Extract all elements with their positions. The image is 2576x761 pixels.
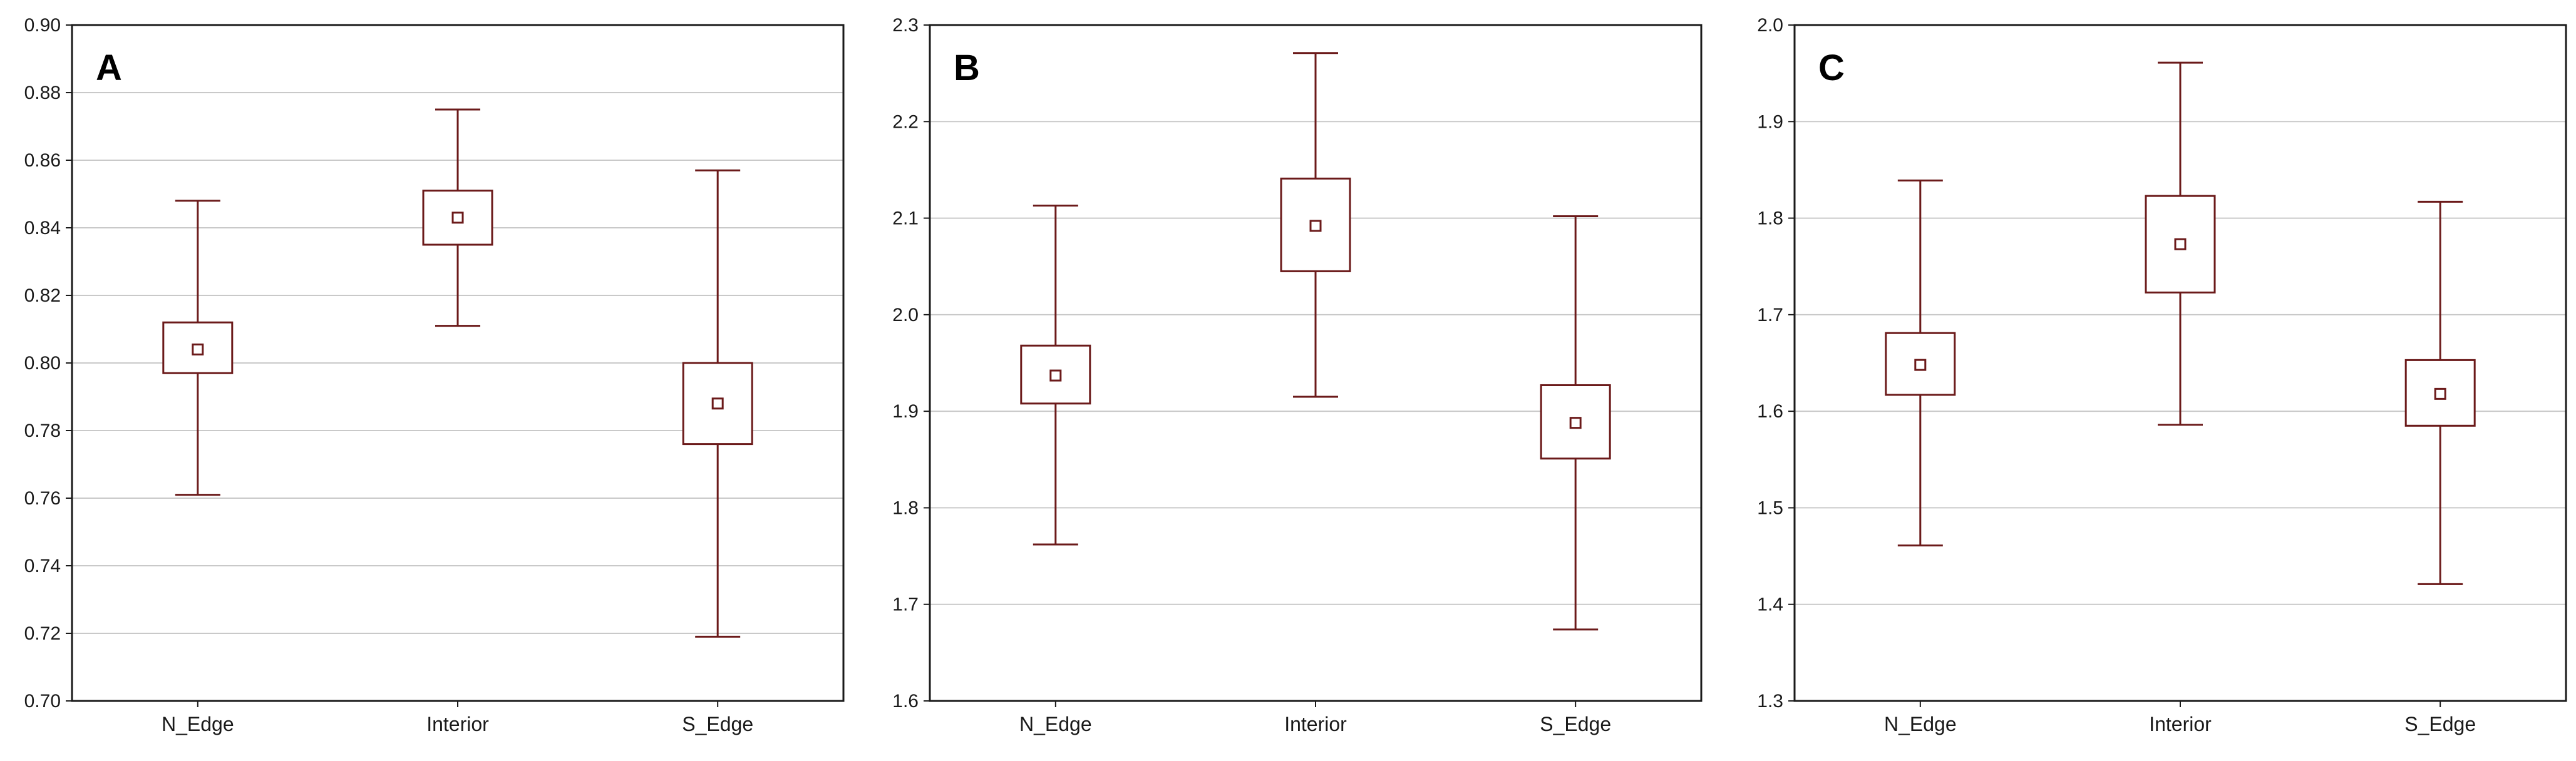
x-category-label: N_Edge bbox=[1884, 713, 1957, 735]
x-category-label: Interior bbox=[1284, 713, 1347, 735]
y-tick-label: 2.2 bbox=[892, 111, 919, 132]
chart-panel-c: 1.3 1.4 1.5 1.6 1.7 1.8 1.9 2.0 N_Edge Interior S_… bbox=[1757, 15, 2567, 735]
y-tick-label: 1.5 bbox=[1757, 498, 1783, 518]
mean-marker bbox=[192, 343, 204, 355]
y-tick-label: 0.74 bbox=[24, 556, 61, 576]
mean-marker bbox=[2434, 387, 2446, 400]
panel-letter: B bbox=[954, 48, 980, 88]
y-tick-label: 0.76 bbox=[24, 488, 61, 509]
y-tick-label: 2.0 bbox=[1757, 15, 1783, 36]
box-s-edge bbox=[682, 169, 753, 638]
y-tick-label: 2.0 bbox=[892, 305, 919, 325]
y-tick-label: 0.82 bbox=[24, 285, 61, 306]
y-tick-label: 0.70 bbox=[24, 691, 61, 712]
y-tick-label: 0.72 bbox=[24, 623, 61, 644]
box-interior bbox=[1280, 52, 1351, 398]
mean-marker bbox=[1049, 369, 1062, 382]
panel-letter: C bbox=[1818, 48, 1845, 88]
chart-panel-a: 0.70 0.72 0.74 0.76 0.78 0.80 0.82 0.84 0.86 0.88… bbox=[24, 15, 845, 735]
panel-letter: A bbox=[96, 48, 122, 88]
mean-marker bbox=[1309, 220, 1322, 232]
y-tick-label: 1.8 bbox=[1757, 208, 1783, 229]
y-tick-label: 1.8 bbox=[892, 498, 919, 518]
y-tick-label: 1.7 bbox=[1757, 305, 1783, 325]
y-tick-label: 0.84 bbox=[24, 218, 61, 238]
mean-marker bbox=[1569, 417, 1582, 429]
y-tick-label: 1.6 bbox=[1757, 401, 1783, 422]
y-tick-label: 0.86 bbox=[24, 150, 61, 171]
x-category-label: S_Edge bbox=[1540, 713, 1611, 735]
x-category-label: N_Edge bbox=[1019, 713, 1092, 735]
y-tick-label: 1.9 bbox=[1757, 111, 1783, 132]
y-tick-label: 1.7 bbox=[892, 595, 919, 615]
x-category-label: S_Edge bbox=[2404, 713, 2476, 735]
y-tick-label: 0.78 bbox=[24, 421, 61, 441]
box-n-edge bbox=[1020, 205, 1091, 546]
x-category-label: Interior bbox=[2149, 713, 2212, 735]
box-s-edge bbox=[2404, 200, 2476, 585]
y-tick-label: 1.3 bbox=[1757, 691, 1783, 712]
y-tick-label: 1.9 bbox=[892, 401, 919, 422]
box-rect bbox=[422, 190, 493, 246]
box-rect bbox=[2404, 359, 2476, 427]
x-category-label: Interior bbox=[426, 713, 489, 735]
chart-panel-b: 1.6 1.7 1.8 1.9 2.0 2.1 2.2 2.3 N_Edge Interior S_… bbox=[892, 15, 1703, 735]
mean-marker bbox=[1914, 359, 1927, 371]
box-interior bbox=[2145, 61, 2216, 426]
y-tick-label: 0.90 bbox=[24, 15, 61, 36]
x-category-label: N_Edge bbox=[162, 713, 234, 735]
y-tick-label: 0.88 bbox=[24, 83, 61, 103]
mean-marker bbox=[451, 212, 464, 224]
box-interior bbox=[422, 108, 493, 327]
y-tick-label: 2.3 bbox=[892, 15, 919, 36]
box-n-edge bbox=[1885, 179, 1956, 547]
box-s-edge bbox=[1540, 215, 1611, 631]
y-tick-label: 2.1 bbox=[892, 208, 919, 229]
mean-marker bbox=[2174, 238, 2187, 250]
y-tick-label: 0.80 bbox=[24, 353, 61, 374]
y-tick-label: 1.4 bbox=[1757, 595, 1783, 615]
mean-marker bbox=[711, 397, 724, 410]
y-tick-label: 1.6 bbox=[892, 691, 919, 712]
x-category-label: S_Edge bbox=[682, 713, 753, 735]
box-n-edge bbox=[162, 200, 234, 496]
